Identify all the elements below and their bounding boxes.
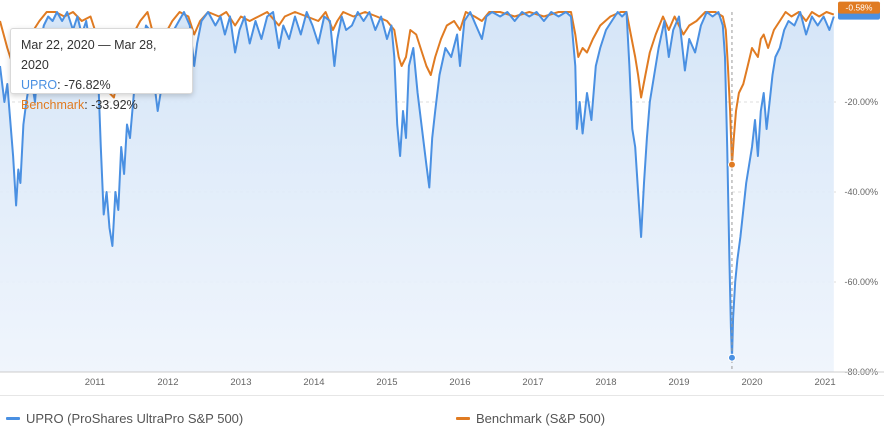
legend-label-benchmark: Benchmark (S&P 500) [476,411,606,426]
upro-line [0,11,835,359]
chart-legend: UPRO (ProShares UltraPro S&P 500) Benchm… [0,411,884,433]
tooltip-upro-row: UPRO: -76.82% [21,75,182,95]
legend-item-benchmark[interactable]: Benchmark (S&P 500) [456,411,605,426]
x-tick-label: 2015 [376,377,397,388]
x-tick-label: 2014 [303,377,324,388]
tooltip-benchmark-value: : -33.92% [84,98,138,112]
drawdown-chart[interactable]: -20.00%-40.00%-60.00%-80.00%2011 2012 2013… [0,0,884,395]
x-tick-label: 2012 [157,377,178,388]
x-tick-label: 2021 [814,377,835,388]
x-tick-label: 2011 [85,377,105,388]
x-tick-label: 2017 [522,377,543,388]
axes: -20.00%-40.00%-60.00%-80.00%2011 2012 2013… [0,97,884,388]
tooltip-date-range: Mar 22, 2020 — Mar 28, 2020 [21,38,157,72]
y-tick-label: -40.00% [844,187,878,197]
last-value-label: -0.58% [846,3,873,13]
legend-item-upro[interactable]: UPRO (ProShares UltraPro S&P 500) [6,411,243,426]
hover-cursor [727,12,736,372]
tooltip-benchmark-row: Benchmark: -33.92% [21,95,182,115]
legend-divider [0,395,884,396]
x-tick-label: 2019 [668,377,689,388]
benchmark-last-badge [838,1,880,14]
tooltip-upro-value: : -76.82% [57,78,111,92]
tooltip-upro-label: UPRO [21,78,58,92]
x-tick-label: 2018 [595,377,616,388]
last-value-badges: -0.58% [838,1,880,20]
y-tick-label: -60.00% [844,277,878,287]
tooltip-benchmark-label: Benchmark [21,98,85,112]
upro-hover-point [727,353,736,362]
x-tick-label: 2016 [449,377,470,388]
upro-area-fill [0,12,834,372]
upro-area [0,12,834,372]
x-tick-label: 2020 [741,377,762,388]
legend-swatch-upro [6,417,20,420]
legend-label-upro: UPRO (ProShares UltraPro S&P 500) [26,411,244,426]
benchmark-hover-point [727,160,736,169]
x-tick-label: 2013 [230,377,251,388]
y-tick-label: -20.00% [844,97,878,107]
legend-swatch-benchmark [456,417,470,420]
hover-tooltip: Mar 22, 2020 — Mar 28, 2020 UPRO: -76.82… [10,28,193,112]
